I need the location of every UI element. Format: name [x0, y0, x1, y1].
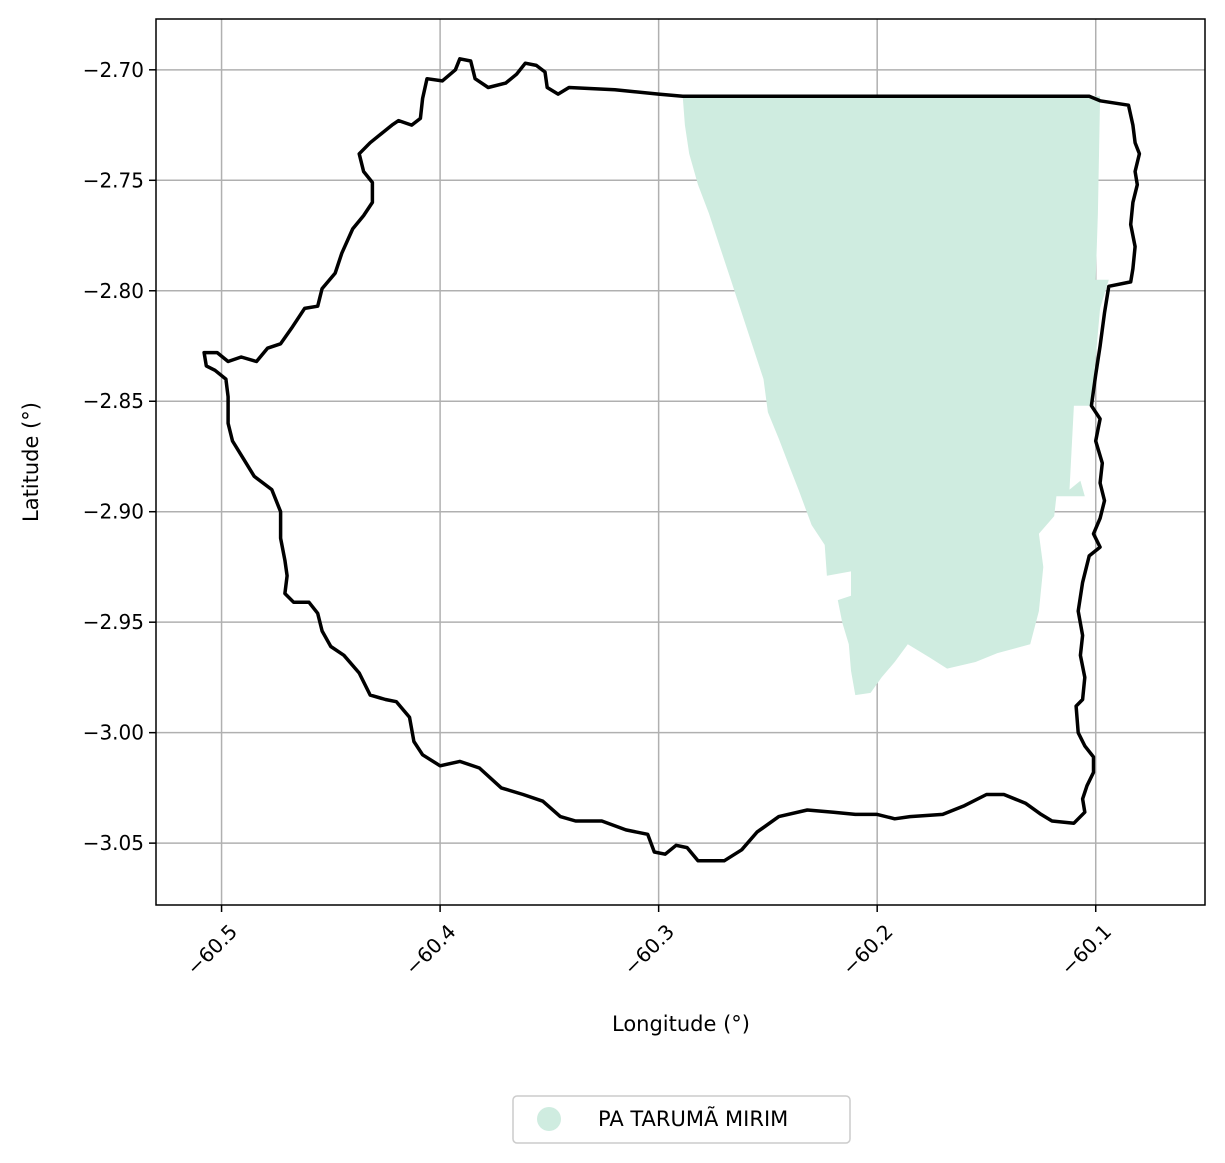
x-tick-label: −60.4 — [400, 919, 460, 979]
plot-frame — [155, 18, 1206, 906]
y-axis-ticks: −2.70 −2.75 −2.80 −2.85 −2.90 −2.95 −3.00 −3.05 — [83, 58, 156, 855]
legend-frame — [512, 1095, 851, 1144]
legend-entry-label: PA TARUMÃ MIRIM — [598, 1105, 788, 1131]
x-tick-label: −60.5 — [182, 919, 242, 979]
settlement-area-pa-taruma-mirim — [682, 96, 1109, 696]
legend: PA TARUMÃ MIRIM — [512, 1095, 851, 1144]
x-tick-label: −60.2 — [837, 919, 897, 979]
y-tick-label: −2.95 — [83, 610, 144, 634]
y-tick-label: −2.80 — [83, 279, 144, 303]
y-axis-label: Latitude (°) — [19, 402, 43, 522]
y-tick-label: −2.75 — [83, 168, 144, 192]
y-tick-label: −3.00 — [83, 721, 144, 745]
y-tick-label: −3.05 — [83, 831, 144, 855]
municipality-boundary — [202, 57, 1142, 863]
y-tick-label: −2.85 — [83, 389, 144, 413]
x-axis-ticks: −60.5 −60.4 −60.3 −60.2 −60.1 — [182, 905, 1116, 980]
legend-swatch — [537, 1107, 561, 1131]
y-tick-label: −2.70 — [83, 58, 144, 82]
x-tick-label: −60.3 — [619, 919, 679, 979]
y-tick-label: −2.90 — [83, 500, 144, 524]
x-tick-label: −60.1 — [1056, 919, 1116, 979]
x-axis-label: Longitude (°) — [612, 1012, 750, 1036]
